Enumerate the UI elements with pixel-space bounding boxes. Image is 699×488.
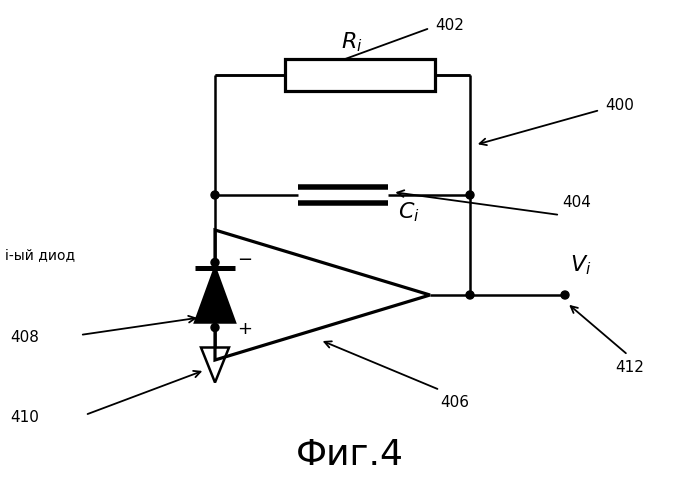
Text: 406: 406 bbox=[440, 395, 469, 410]
Text: $R_i$: $R_i$ bbox=[341, 30, 363, 54]
Text: 402: 402 bbox=[435, 18, 464, 33]
Text: $V_i$: $V_i$ bbox=[570, 253, 591, 277]
Text: i-ый диод: i-ый диод bbox=[5, 248, 75, 262]
Bar bbox=[285, 59, 435, 91]
Text: 400: 400 bbox=[605, 98, 634, 113]
Text: 404: 404 bbox=[562, 195, 591, 210]
Text: $C_i$: $C_i$ bbox=[398, 200, 419, 224]
Circle shape bbox=[211, 259, 219, 266]
Text: 412: 412 bbox=[615, 360, 644, 375]
Text: −: − bbox=[237, 251, 252, 269]
Text: +: + bbox=[237, 321, 252, 339]
Text: 410: 410 bbox=[10, 410, 39, 426]
Circle shape bbox=[211, 191, 219, 199]
Polygon shape bbox=[195, 267, 235, 323]
Circle shape bbox=[211, 324, 219, 331]
Circle shape bbox=[561, 291, 569, 299]
Circle shape bbox=[466, 191, 474, 199]
Text: Фиг.4: Фиг.4 bbox=[296, 438, 404, 472]
Text: 408: 408 bbox=[10, 330, 39, 346]
Circle shape bbox=[466, 291, 474, 299]
